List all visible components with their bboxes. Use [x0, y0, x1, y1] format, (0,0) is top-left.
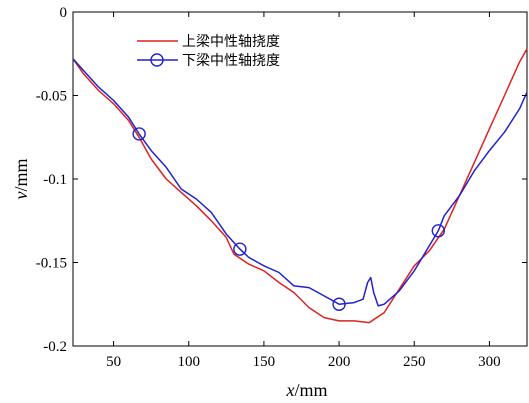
x-axis-var: x: [285, 380, 294, 400]
y-axis-unit: /mm: [11, 158, 31, 191]
x-tick-label: 300: [478, 354, 501, 370]
y-tick-label: -0.1: [43, 172, 67, 188]
series-line-1: [72, 58, 528, 307]
y-tick-label: -0.05: [36, 89, 67, 105]
series-marker-1: [332, 297, 346, 311]
x-axis-title: x/mm: [285, 380, 327, 400]
y-tick-label: -0.2: [43, 339, 67, 355]
series-marker-1: [431, 224, 446, 238]
legend-label-upper-beam: 上梁中性轴挠度: [182, 34, 280, 50]
series-marker-1: [233, 242, 247, 256]
y-tick-label: 0: [60, 5, 68, 21]
x-tick-label: 150: [253, 354, 276, 370]
legend: 上梁中性轴挠度 下梁中性轴挠度: [137, 34, 280, 69]
y-axis-title: v/mm: [11, 158, 31, 199]
x-tick-label: 100: [178, 354, 201, 370]
tick-layer: 50 100 150 200 250 300 0 -0.05 -0.1 -0.15 -0.2: [36, 5, 527, 370]
x-axis-unit: /mm: [294, 380, 327, 400]
y-tick-label: -0.15: [36, 256, 67, 272]
legend-marker-lower-beam: [150, 53, 164, 67]
series-marker-1: [132, 127, 146, 141]
x-tick-label: 200: [328, 354, 351, 370]
series-line-0: [72, 48, 528, 324]
legend-label-lower-beam: 下梁中性轴挠度: [182, 53, 280, 69]
plot-area: [72, 11, 528, 347]
y-axis-var: v: [11, 192, 31, 200]
x-tick-label: 250: [403, 354, 426, 370]
x-tick-label: 50: [106, 354, 121, 370]
series-layer: [72, 48, 528, 324]
